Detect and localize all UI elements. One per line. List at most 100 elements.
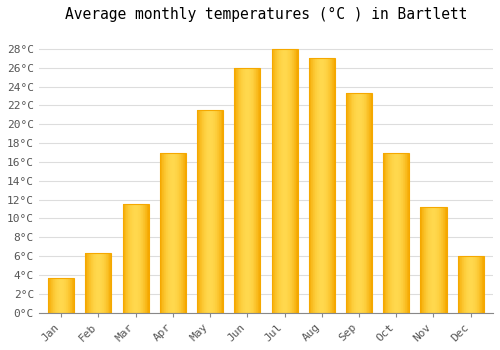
Bar (146, 204, 148, 313)
Bar (48, 278, 74, 313)
Bar (383, 153, 409, 313)
Bar (356, 93, 357, 313)
Bar (212, 110, 214, 313)
Bar (362, 93, 363, 313)
Bar (358, 93, 359, 313)
Bar (206, 110, 207, 313)
Bar (210, 110, 212, 313)
Bar (220, 110, 221, 313)
Bar (399, 153, 400, 313)
Bar (108, 253, 109, 313)
Bar (368, 93, 369, 313)
Bar (388, 153, 389, 313)
Bar (201, 110, 202, 313)
Bar (128, 204, 129, 313)
Bar (214, 110, 216, 313)
Bar (445, 207, 446, 313)
Bar (459, 256, 460, 313)
Bar (162, 153, 163, 313)
Bar (217, 110, 218, 313)
Bar (140, 204, 141, 313)
Bar (93, 253, 94, 313)
Bar (161, 153, 162, 313)
Bar (434, 207, 435, 313)
Bar (122, 204, 123, 313)
Bar (329, 58, 330, 313)
Bar (275, 49, 276, 313)
Bar (323, 58, 324, 313)
Bar (172, 153, 173, 313)
Bar (348, 93, 349, 313)
Bar (257, 68, 258, 313)
Bar (221, 110, 222, 313)
Bar (131, 204, 132, 313)
Bar (464, 256, 465, 313)
Bar (463, 256, 464, 313)
Bar (109, 253, 110, 313)
Bar (408, 153, 410, 313)
Bar (308, 58, 335, 313)
Bar (312, 58, 314, 313)
Bar (392, 153, 393, 313)
Bar (49, 278, 50, 313)
Bar (54, 278, 56, 313)
Bar (184, 153, 185, 313)
Bar (133, 204, 134, 313)
Bar (258, 68, 259, 313)
Bar (96, 253, 97, 313)
Bar (346, 93, 372, 313)
Bar (52, 278, 54, 313)
Bar (332, 58, 333, 313)
Bar (160, 153, 186, 313)
Bar (365, 93, 366, 313)
Bar (178, 153, 180, 313)
Bar (272, 49, 273, 313)
Bar (284, 49, 285, 313)
Bar (168, 153, 169, 313)
Bar (251, 68, 252, 313)
Bar (422, 207, 423, 313)
Bar (143, 204, 144, 313)
Bar (242, 68, 243, 313)
Bar (390, 153, 391, 313)
Bar (285, 49, 286, 313)
Bar (319, 58, 320, 313)
Bar (166, 153, 167, 313)
Bar (287, 49, 288, 313)
Bar (218, 110, 219, 313)
Bar (198, 110, 199, 313)
Bar (58, 278, 59, 313)
Bar (288, 49, 289, 313)
Bar (469, 256, 470, 313)
Bar (470, 256, 472, 313)
Bar (274, 49, 275, 313)
Bar (316, 58, 317, 313)
Bar (476, 256, 477, 313)
Bar (235, 68, 236, 313)
Bar (420, 207, 421, 313)
Bar (360, 93, 361, 313)
Title: Average monthly temperatures (°C ) in Bartlett: Average monthly temperatures (°C ) in Ba… (64, 7, 467, 22)
Bar (182, 153, 184, 313)
Bar (205, 110, 206, 313)
Bar (176, 153, 177, 313)
Bar (102, 253, 103, 313)
Bar (460, 256, 461, 313)
Bar (141, 204, 142, 313)
Bar (236, 68, 237, 313)
Bar (333, 58, 334, 313)
Bar (479, 256, 480, 313)
Bar (197, 110, 223, 313)
Bar (86, 253, 88, 313)
Bar (94, 253, 95, 313)
Bar (185, 153, 186, 313)
Bar (103, 253, 104, 313)
Bar (428, 207, 429, 313)
Bar (383, 153, 384, 313)
Bar (442, 207, 444, 313)
Bar (458, 256, 459, 313)
Bar (248, 68, 250, 313)
Bar (106, 253, 107, 313)
Bar (208, 110, 209, 313)
Bar (170, 153, 171, 313)
